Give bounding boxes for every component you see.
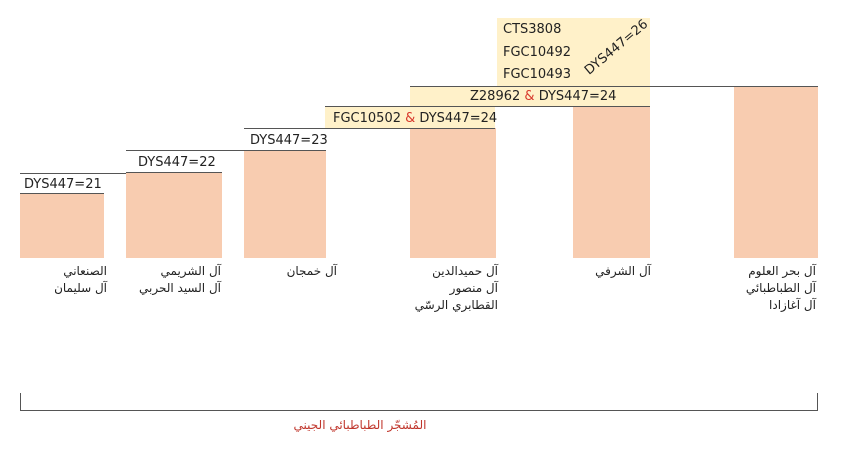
highlight-fgc10502-band	[325, 106, 495, 128]
family-name: آل حميدالدين	[432, 264, 498, 278]
label-fgc10502-dys447-24: FGC10502 & DYS447=24	[333, 111, 497, 127]
family-name: آل السيد الحربي	[139, 281, 221, 295]
bracket-right-tick	[817, 393, 818, 411]
family-name: آل الشرفي	[595, 264, 651, 278]
bracket-bottom-line	[20, 410, 818, 411]
family-names-group-3: آل خمجان	[287, 263, 337, 280]
line-level-24b	[410, 86, 818, 87]
family-name: الصنعاني	[63, 264, 107, 278]
bar-group-6	[734, 86, 818, 258]
family-name: آل الشريمي	[160, 264, 221, 278]
label-dys447-23: DYS447=23	[250, 133, 328, 148]
footer-title: المُشجّر الطباطبائي الجيني	[293, 418, 427, 432]
bracket-left-tick	[20, 393, 21, 411]
family-name: آل بحر العلوم	[748, 264, 816, 278]
family-names-group-5: آل الشرفي	[595, 263, 651, 280]
bar-group-1	[20, 194, 104, 258]
label-dys447-21: DYS447=21	[24, 177, 102, 192]
family-names-group-6: آل بحر العلوم آل الطباطبائي آل آغازادا	[746, 263, 816, 314]
line-level-21-top	[20, 173, 126, 174]
family-name: آل الطباطبائي	[745, 281, 816, 295]
snp-fgc10502: FGC10502	[333, 111, 401, 126]
label-cts3808: CTS3808	[503, 22, 562, 37]
label-fgc10492: FGC10492	[503, 45, 571, 60]
label-dys447-22: DYS447=22	[138, 155, 216, 170]
family-names-group-2: آل الشريمي آل السيد الحربي	[139, 263, 221, 297]
ampersand: &	[524, 89, 535, 104]
snp-z28962: Z28962	[470, 89, 521, 104]
label-z28962-dys447-24: Z28962 & DYS447=24	[470, 89, 616, 105]
label-fgc10493: FGC10493	[503, 67, 571, 82]
family-name: القطابري الرسّي	[414, 298, 498, 312]
bar-group-4	[410, 128, 496, 258]
family-name: آل خمجان	[286, 264, 337, 278]
bar-group-3	[244, 150, 326, 258]
line-level-24a-bottom	[325, 128, 495, 129]
family-name: آل سليمان	[54, 281, 107, 295]
family-name: آل آغازادا	[769, 298, 816, 312]
line-level-21-bottom	[20, 193, 104, 194]
family-name: آل منصور	[449, 281, 498, 295]
str-dys447-24: DYS447=24	[538, 89, 617, 104]
line-level-22	[126, 150, 244, 151]
str-dys447-24: DYS447=24	[419, 111, 498, 126]
family-names-group-4: آل حميدالدين آل منصور القطابري الرسّي	[415, 263, 498, 314]
highlight-top-block	[497, 18, 650, 86]
line-level-24b-bottom	[410, 106, 650, 107]
ampersand: &	[405, 111, 416, 126]
bar-group-5	[573, 106, 650, 258]
family-names-group-1: الصنعاني آل سليمان	[54, 263, 107, 297]
bar-group-2	[126, 173, 222, 258]
line-level-22-bottom	[126, 172, 222, 173]
highlight-z28962-band	[410, 86, 650, 106]
line-level-23-bottom	[244, 150, 326, 151]
